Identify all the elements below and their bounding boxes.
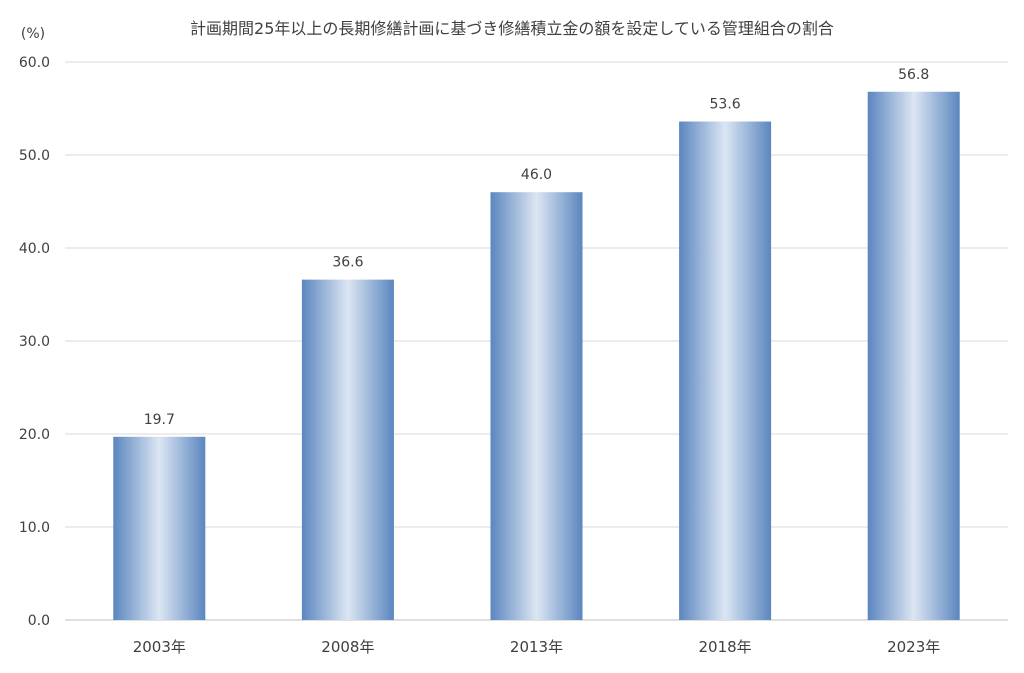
bar-2003年: [113, 436, 206, 620]
data-label: 53.6: [710, 97, 741, 113]
bar-2023年: [867, 91, 960, 620]
x-tick-label: 2003年: [133, 638, 186, 656]
data-label: 46.0: [521, 167, 552, 183]
bar-2008年: [301, 279, 394, 620]
data-label: 56.8: [898, 67, 929, 83]
x-tick-label: 2023年: [887, 638, 940, 656]
x-axis-ticks: 2003年 2008年 2013年 2018年 2023年: [133, 638, 941, 656]
y-tick-label: 60.0: [19, 55, 50, 71]
bar-2013年: [490, 192, 583, 620]
x-tick-label: 2008年: [321, 638, 374, 656]
y-axis-unit-label: (%): [21, 26, 45, 42]
data-label: 19.7: [144, 412, 175, 428]
bars: [113, 91, 960, 621]
y-tick-label: 0.0: [28, 613, 50, 629]
y-tick-label: 40.0: [19, 241, 50, 257]
y-tick-label: 20.0: [19, 427, 50, 443]
bar-2018年: [679, 121, 772, 621]
y-axis-ticks: 0.0 10.0 20.0 30.0 40.0 50.0 60.0: [19, 55, 50, 629]
data-labels: 19.7 36.6 46.0 53.6 56.8: [144, 67, 930, 428]
x-tick-label: 2013年: [510, 638, 563, 656]
data-label: 36.6: [332, 255, 363, 271]
y-tick-label: 30.0: [19, 334, 50, 350]
y-tick-label: 50.0: [19, 148, 50, 164]
y-tick-label: 10.0: [19, 520, 50, 536]
chart-title: 計画期間25年以上の長期修繕計画に基づき修繕積立金の額を設定している管理組合の割…: [190, 19, 834, 38]
x-tick-label: 2018年: [699, 638, 752, 656]
